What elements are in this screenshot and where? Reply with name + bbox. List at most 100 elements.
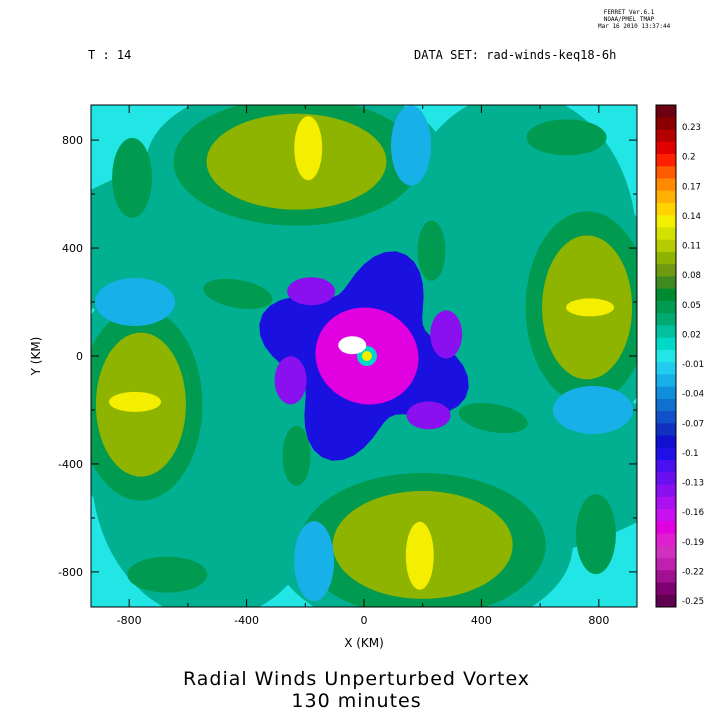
colorbar-label: 0.05 [682, 301, 701, 311]
satellite-green [282, 425, 311, 486]
colorbar-swatch [656, 460, 676, 473]
satellite-green [203, 278, 273, 309]
vortex-missing-data [338, 336, 367, 355]
colorbar: 0.23 0.2 0.17 0.14 0.11 0.08 0.05 0.02 -0.01 -0.0… [655, 104, 704, 608]
colorbar-swatch [656, 594, 676, 608]
colorbar-swatch [656, 362, 676, 375]
colorbar-label: 0.17 [682, 182, 701, 192]
dataset-label: DATA SET: rad-winds-keq18-6h [414, 48, 617, 62]
lobe-yellow-max [294, 116, 323, 181]
x-tick-label: -800 [117, 614, 142, 627]
colorbar-swatch [656, 337, 676, 351]
chart-subtitle: 130 minutes [291, 690, 422, 712]
colorbar-label: -0.13 [682, 479, 704, 489]
colorbar-swatch [656, 202, 676, 216]
axes: -800 -400 0 400 800 -800 -400 0 400 800 [58, 105, 637, 627]
contour-field [91, 105, 637, 607]
corner-green [127, 556, 208, 593]
cyan-dip [552, 385, 633, 434]
ferret-date-label: Mar 16 2010 13:37:44 [598, 23, 671, 30]
colorbar-swatch [656, 313, 676, 326]
x-axis-label: X (KM) [344, 636, 384, 650]
lobe-yellow-max [405, 521, 434, 590]
colorbar-swatch [656, 509, 676, 522]
vortex-purple [406, 401, 451, 430]
colorbar-label: -0.22 [682, 567, 704, 577]
colorbar-swatch [656, 570, 676, 584]
satellite-green [458, 403, 528, 434]
colorbar-swatch [656, 496, 676, 510]
colorbar-swatch [656, 545, 676, 559]
vortex-purple [287, 277, 336, 306]
colorbar-swatch [656, 558, 676, 571]
y-tick-label: 0 [76, 350, 83, 363]
colorbar-label: 0.23 [682, 123, 701, 133]
colorbar-swatch [656, 521, 676, 535]
corner-green [112, 137, 153, 218]
vortex-purple [430, 310, 463, 359]
ferret-version-label: FERRET Ver.6.1 [603, 9, 655, 16]
y-tick-label: -400 [58, 458, 83, 471]
lobe-yellow-max [566, 298, 615, 317]
colorbar-label: 0.02 [682, 330, 701, 340]
colorbar-swatch [656, 300, 676, 314]
colorbar-swatch [656, 533, 676, 547]
colorbar-label: -0.04 [682, 390, 704, 400]
colorbar-swatch [656, 215, 676, 228]
cyan-dip [95, 278, 176, 327]
colorbar-label: 0.11 [682, 242, 701, 252]
colorbar-swatch [656, 239, 676, 253]
colorbar-swatch [656, 349, 676, 363]
colorbar-swatch [656, 251, 676, 265]
colorbar-label: 0.08 [682, 271, 701, 281]
colorbar-label: -0.25 [682, 597, 704, 607]
colorbar-swatch [656, 484, 676, 498]
ferret-org-label: NOAA/PMEL TMAP [603, 16, 655, 23]
colorbar-swatch [656, 178, 676, 192]
lobe-yellow-max [109, 391, 162, 412]
colorbar-label: -0.16 [682, 508, 704, 518]
colorbar-swatch [656, 435, 676, 449]
colorbar-swatch [656, 374, 676, 388]
corner-green [575, 494, 616, 575]
x-tick-label: 0 [361, 614, 368, 627]
colorbar-swatch [656, 288, 676, 302]
x-tick-label: 800 [588, 614, 609, 627]
colorbar-swatch [656, 227, 676, 241]
colorbar-swatch [656, 276, 676, 290]
vortex-purple [274, 356, 307, 405]
colorbar-swatch [656, 264, 676, 277]
colorbar-swatch [656, 447, 676, 461]
vortex-center-dot [361, 351, 372, 361]
colorbar-frame [655, 104, 677, 608]
colorbar-swatch [656, 386, 676, 400]
colorbar-label: -0.07 [682, 419, 704, 429]
y-tick-label: -800 [58, 566, 83, 579]
colorbar-label: 0.14 [682, 212, 701, 222]
corner-green [526, 119, 607, 156]
colorbar-swatch [656, 153, 676, 167]
x-tick-label: 400 [471, 614, 492, 627]
colorbar-swatch [656, 398, 676, 412]
colorbar-swatch [656, 423, 676, 437]
colorbar-label: -0.01 [682, 360, 704, 370]
x-tick-label: -400 [234, 614, 259, 627]
colorbar-swatch [656, 141, 676, 155]
satellite-green [417, 220, 446, 281]
cyan-dip [294, 521, 335, 602]
chart-title: Radial Winds Unperturbed Vortex [182, 668, 531, 690]
colorbar-swatch [656, 117, 676, 130]
colorbar-label: -0.1 [682, 449, 699, 459]
y-axis-label: Y (KM) [29, 337, 43, 377]
y-tick-label: 400 [62, 242, 83, 255]
colorbar-swatch [656, 105, 676, 118]
time-step-label: T : 14 [88, 48, 132, 62]
colorbar-swatch [656, 325, 676, 339]
colorbar-swatch [656, 472, 676, 486]
colorbar-swatch [656, 582, 676, 596]
colorbar-label: -0.19 [682, 538, 704, 548]
cyan-dip [390, 105, 431, 186]
colorbar-swatch [656, 190, 676, 204]
colorbar-label: 0.2 [682, 153, 696, 163]
